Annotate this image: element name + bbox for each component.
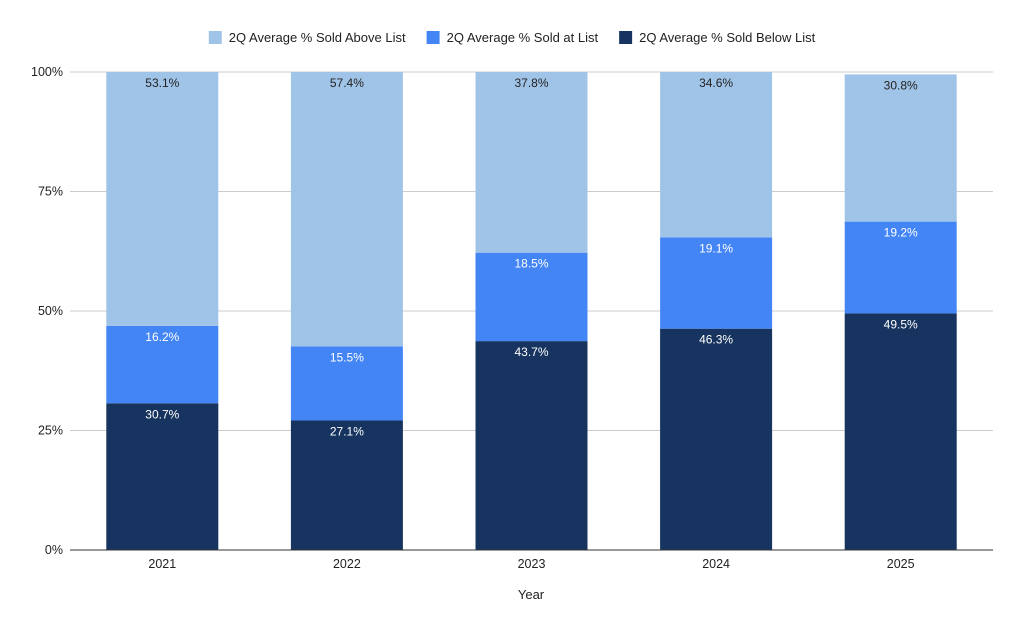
data-label: 27.1% (330, 424, 364, 438)
data-label: 34.6% (699, 76, 733, 90)
legend-label: 2Q Average % Sold Above List (229, 30, 406, 45)
bar-segment (106, 72, 219, 326)
data-label: 19.1% (699, 241, 733, 255)
legend-item: 2Q Average % Sold Below List (619, 30, 816, 45)
bar-labels: 30.7% 16.2% 53.1% 27.1% 15.5% 57.4% 43.7% 18.5%… (145, 76, 918, 438)
data-label: 37.8% (514, 76, 548, 90)
bar-segment (844, 313, 957, 550)
legend-swatch (619, 31, 633, 44)
legend-label: 2Q Average % Sold at List (447, 30, 599, 45)
x-axis-ticks: 2021 2022 2023 2024 2025 (148, 557, 914, 571)
bar-segment (106, 403, 219, 550)
bar-segment (660, 72, 773, 238)
legend-item: 2Q Average % Sold at List (426, 30, 599, 45)
x-tick-label: 2022 (333, 557, 361, 571)
data-label: 16.2% (145, 330, 179, 344)
data-label: 46.3% (699, 333, 733, 347)
bar-segment (475, 341, 588, 550)
legend: 2Q Average % Sold Above List 2Q Average %… (208, 30, 816, 45)
data-label: 15.5% (330, 350, 364, 364)
bars (106, 72, 957, 550)
y-axis-ticks: 0% 25% 50% 75% 100% (31, 65, 63, 557)
x-axis-title: Year (518, 587, 545, 602)
bar-segment (660, 237, 773, 329)
data-label: 18.5% (514, 257, 548, 271)
y-tick-label: 25% (38, 424, 63, 438)
legend-swatch (426, 31, 440, 44)
legend-label: 2Q Average % Sold Below List (639, 30, 815, 45)
x-tick-label: 2025 (887, 557, 915, 571)
data-label: 30.8% (884, 78, 918, 92)
data-label: 43.7% (514, 345, 548, 359)
bar-segment (844, 221, 957, 314)
x-tick-label: 2024 (702, 557, 730, 571)
y-tick-label: 50% (38, 304, 63, 318)
bar-segment (290, 346, 403, 421)
data-label: 53.1% (145, 76, 179, 90)
data-label: 49.5% (884, 317, 918, 331)
bar-segment (660, 328, 773, 550)
bar-segment (475, 72, 588, 253)
bar-segment (844, 74, 957, 222)
bar-segment (106, 325, 219, 404)
data-label: 30.7% (145, 407, 179, 421)
x-tick-label: 2021 (148, 557, 176, 571)
bar-segment (290, 72, 403, 347)
legend-item: 2Q Average % Sold Above List (208, 30, 406, 45)
data-label: 19.2% (884, 226, 918, 240)
data-label: 57.4% (330, 76, 364, 90)
y-tick-label: 100% (31, 65, 63, 79)
legend-swatch (208, 31, 222, 44)
y-tick-label: 0% (45, 543, 63, 557)
bar-segment (290, 420, 403, 550)
bar-segment (475, 252, 588, 342)
x-tick-label: 2023 (518, 557, 546, 571)
y-tick-label: 75% (38, 185, 63, 199)
